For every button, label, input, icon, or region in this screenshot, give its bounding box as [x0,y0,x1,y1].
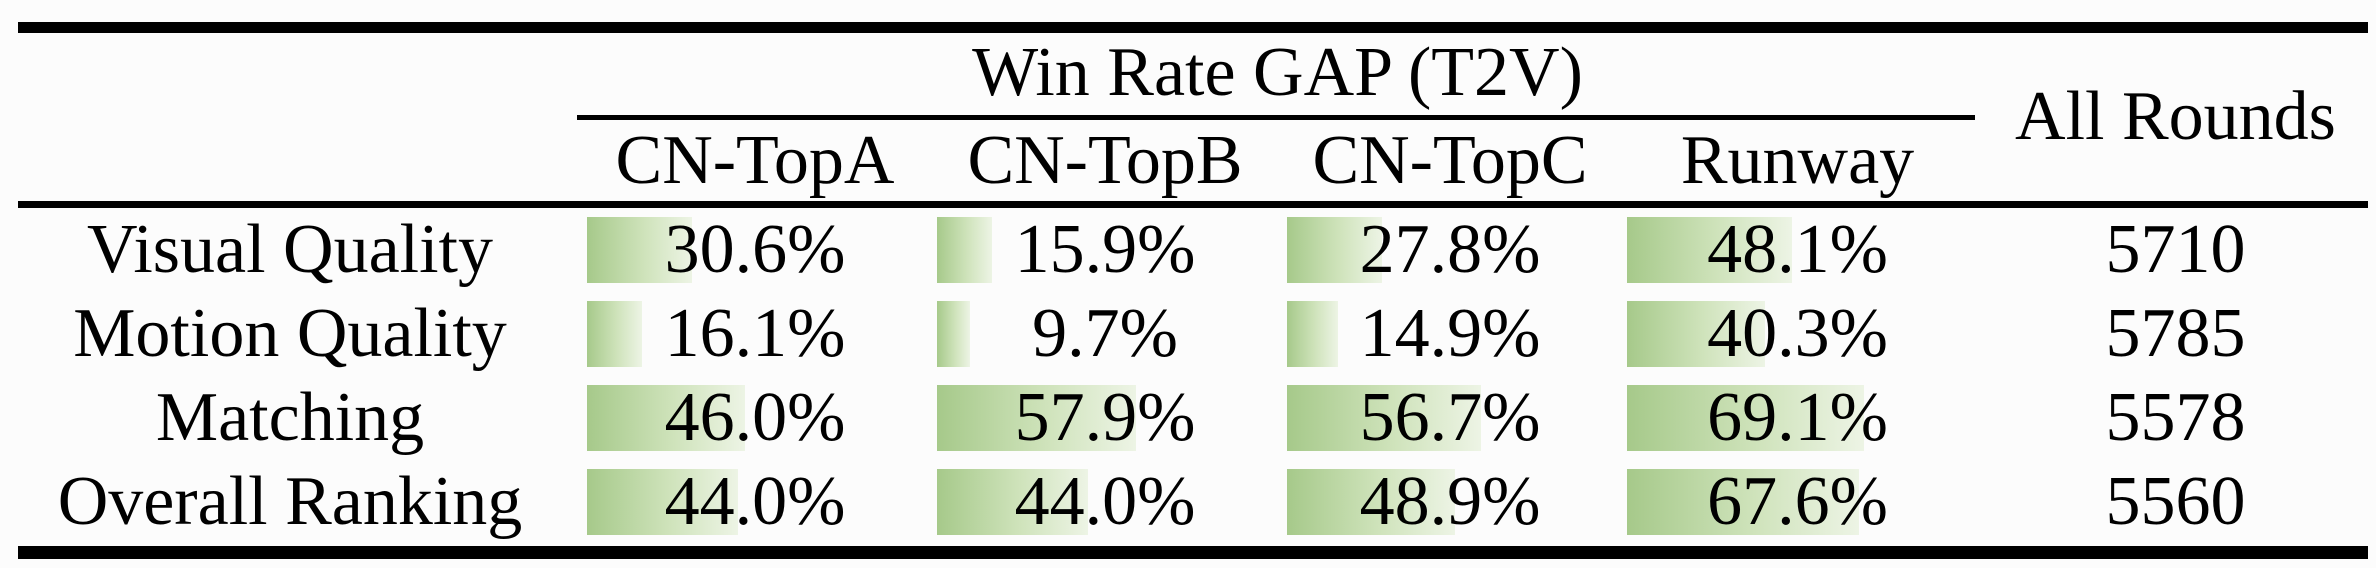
win-rate-value: 57.9% [1014,379,1196,456]
win-rate-cell: 46.0% [580,376,930,460]
table-row-matching: Matching 46.0% 57.9% 56.7% [0,376,2376,460]
win-rate-value: 15.9% [1014,211,1196,288]
column-header-all-rounds: All Rounds [2015,78,2336,155]
row-label: Motion Quality [73,295,507,372]
win-rate-value: 44.0% [664,463,846,540]
win-rate-value: 67.6% [1707,463,1888,540]
win-rate-value: 16.1% [664,295,846,372]
column-header-cn-topc: CN-TopC [1312,121,1588,199]
win-rate-bar [937,217,992,283]
win-rate-cell: 56.7% [1280,376,1620,460]
all-rounds-value: 5785 [2105,295,2246,372]
subheader-row: CN-TopA CN-TopB CN-TopC Runway [580,120,1975,201]
row-label: Matching [155,379,425,456]
all-rounds-value: 5560 [2105,463,2246,540]
win-rate-bar [1287,301,1339,367]
row-label: Overall Ranking [57,463,523,540]
table-row-motion-quality: Motion Quality 16.1% 9.7% 14.9% [0,292,2376,376]
win-rate-cell: 16.1% [580,292,930,376]
win-rate-value: 40.3% [1707,295,1888,372]
bottom-rule [18,546,2368,559]
table-row-overall-ranking: Overall Ranking 44.0% 44.0% 48.9% [0,460,2376,544]
win-rate-value: 56.7% [1359,379,1541,456]
group-header-win-rate-gap: Win Rate GAP (T2V) [972,33,1583,111]
win-rate-cell: 14.9% [1280,292,1620,376]
win-rate-cell: 44.0% [930,460,1280,544]
win-rate-cell: 40.3% [1620,292,1975,376]
row-label: Visual Quality [86,211,494,288]
win-rate-value: 48.9% [1359,463,1541,540]
win-rate-value: 9.7% [1032,295,1178,372]
win-rate-bar [587,301,643,367]
win-rate-value: 30.6% [664,211,846,288]
header-body-rule [18,201,2368,208]
win-rate-value: 44.0% [1014,463,1196,540]
column-header-cn-topa: CN-TopA [615,121,895,199]
top-rule [18,22,2368,33]
win-rate-cell: 67.6% [1620,460,1975,544]
all-rounds-value: 5578 [2105,379,2246,456]
group-header-underline [577,115,1975,120]
win-rate-cell: 48.1% [1620,208,1975,292]
win-rate-cell: 57.9% [930,376,1280,460]
win-rate-cell: 44.0% [580,460,930,544]
win-rate-bar [937,301,971,367]
win-rate-cell: 27.8% [1280,208,1620,292]
table-row-visual-quality: Visual Quality 30.6% 15.9% 27.8% [0,208,2376,292]
win-rate-cell: 69.1% [1620,376,1975,460]
win-rate-value: 69.1% [1707,379,1888,456]
all-rounds-value: 5710 [2105,211,2246,288]
win-rate-cell: 48.9% [1280,460,1620,544]
win-rate-cell: 15.9% [930,208,1280,292]
table-body: Visual Quality 30.6% 15.9% 27.8% [0,208,2376,544]
win-rate-value: 27.8% [1359,211,1541,288]
win-rate-cell: 9.7% [930,292,1280,376]
win-rate-value: 14.9% [1359,295,1541,372]
column-header-runway: Runway [1680,121,1915,199]
column-header-cn-topb: CN-TopB [967,121,1243,199]
win-rate-value: 48.1% [1707,211,1888,288]
win-rate-value: 46.0% [664,379,846,456]
win-rate-cell: 30.6% [580,208,930,292]
